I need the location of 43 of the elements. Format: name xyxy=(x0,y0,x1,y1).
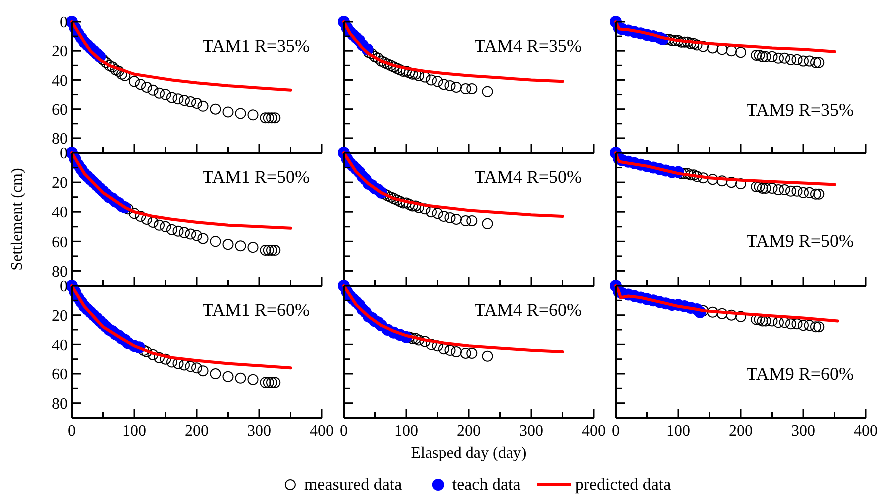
y-tick-label: 20 xyxy=(52,175,68,192)
x-tick-label: 300 xyxy=(792,423,816,440)
x-tick-label: 200 xyxy=(457,423,481,440)
y-tick-label: 80 xyxy=(52,131,68,148)
x-tick-label: 400 xyxy=(854,423,878,440)
x-tick-label: 300 xyxy=(520,423,544,440)
y-axis-title: Settlement (cm) xyxy=(9,168,26,271)
legend-label: predicted data xyxy=(575,475,672,494)
y-tick-label: 80 xyxy=(52,264,68,281)
y-tick-label: 80 xyxy=(52,396,68,413)
y-tick-label: 40 xyxy=(52,72,68,90)
annotation: TAM4 R=50% xyxy=(474,167,582,187)
y-tick-label: 0 xyxy=(60,146,68,163)
x-tick-label: 0 xyxy=(612,423,620,440)
x-tick-label: 100 xyxy=(394,423,418,440)
y-tick-label: 40 xyxy=(52,337,68,354)
annotation: TAM9 R=60% xyxy=(746,364,854,384)
x-tick-label: 100 xyxy=(122,423,146,440)
y-tick-label: 60 xyxy=(52,234,68,252)
x-axis-title: Elasped day (day) xyxy=(411,445,527,462)
annotation: TAM9 R=50% xyxy=(746,231,854,251)
annotation: TAM4 R=60% xyxy=(474,300,582,320)
x-tick-label: 200 xyxy=(729,423,753,440)
annotation: TAM1 R=50% xyxy=(202,167,310,187)
annotation: TAM9 R=35% xyxy=(746,100,854,120)
y-tick-label: 0 xyxy=(60,14,68,32)
legend-label: measured data xyxy=(304,475,403,494)
y-tick-label: 60 xyxy=(52,102,68,119)
x-tick-label: 300 xyxy=(248,423,272,440)
x-tick-label: 100 xyxy=(666,423,690,440)
y-tick-label: 40 xyxy=(52,204,68,222)
y-tick-label: 0 xyxy=(60,278,68,296)
x-tick-label: 200 xyxy=(185,423,209,440)
annotation: TAM1 R=60% xyxy=(202,300,310,320)
legend-label: teach data xyxy=(452,475,522,494)
y-tick-label: 20 xyxy=(52,44,68,61)
x-tick-label: 0 xyxy=(340,423,348,440)
y-tick-label: 20 xyxy=(52,308,68,325)
annotation: TAM1 R=35% xyxy=(202,36,310,56)
y-tick-label: 60 xyxy=(52,366,68,384)
annotation: TAM4 R=35% xyxy=(474,36,582,56)
x-tick-label: 400 xyxy=(310,423,334,440)
x-tick-label: 400 xyxy=(582,423,606,440)
